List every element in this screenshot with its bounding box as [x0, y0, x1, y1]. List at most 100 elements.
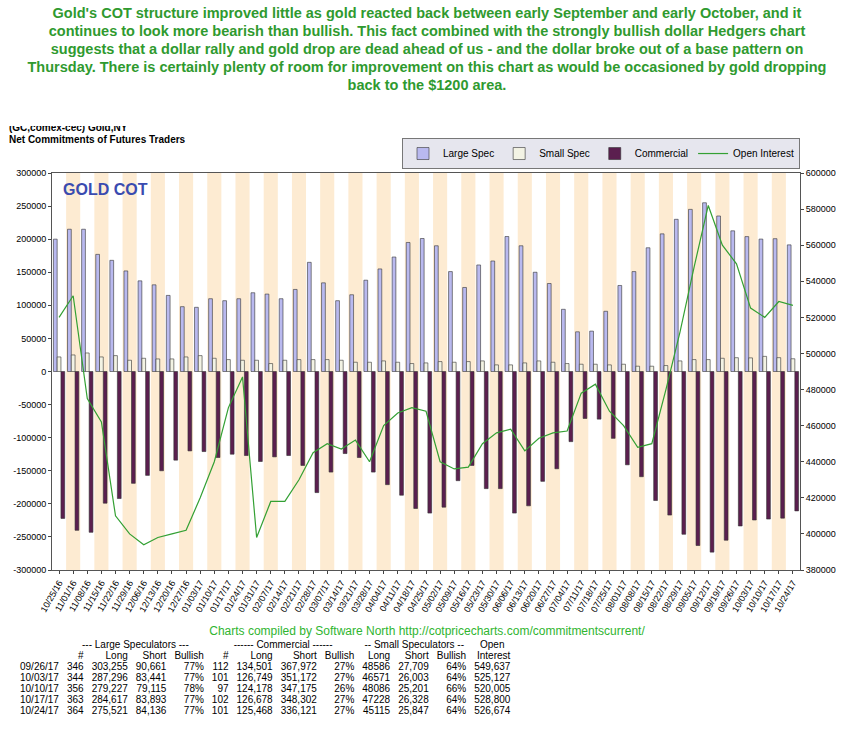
- svg-text:01/10/17: 01/10/17: [194, 579, 220, 614]
- svg-text:08/15/17: 08/15/17: [631, 579, 657, 614]
- svg-text:06/20/17: 06/20/17: [518, 579, 544, 614]
- svg-text:05/02/17: 05/02/17: [420, 579, 446, 614]
- svg-text:560000: 560000: [806, 240, 836, 250]
- svg-text:11/15/16: 11/15/16: [81, 579, 107, 614]
- svg-text:-100000: -100000: [13, 433, 46, 443]
- svg-text:09/05/17: 09/05/17: [674, 579, 700, 614]
- svg-text:06/06/17: 06/06/17: [490, 579, 516, 614]
- svg-text:11/01/16: 11/01/16: [53, 579, 79, 614]
- svg-text:09/12/17: 09/12/17: [688, 579, 714, 614]
- svg-text:11/08/16: 11/08/16: [67, 579, 93, 614]
- svg-text:06/13/17: 06/13/17: [504, 579, 530, 614]
- svg-text:12/20/16: 12/20/16: [151, 579, 177, 614]
- svg-text:01/31/17: 01/31/17: [236, 579, 262, 614]
- svg-text:03/28/17: 03/28/17: [349, 579, 375, 614]
- svg-text:10/03/17: 10/03/17: [730, 579, 756, 614]
- svg-text:520000: 520000: [806, 313, 836, 323]
- svg-text:50000: 50000: [21, 334, 46, 344]
- svg-text:300000: 300000: [16, 168, 46, 178]
- svg-text:07/04/17: 07/04/17: [547, 579, 573, 614]
- html-text:Long: Long: [367, 650, 391, 661]
- svg-text:08/29/17: 08/29/17: [659, 579, 685, 614]
- svg-text:200000: 200000: [16, 234, 46, 244]
- svg-text:380000: 380000: [806, 565, 836, 575]
- svg-text:01/17/17: 01/17/17: [208, 579, 234, 614]
- svg-text:02/07/17: 02/07/17: [250, 579, 276, 614]
- svg-text:04/18/17: 04/18/17: [391, 579, 417, 614]
- svg-text:11/22/16: 11/22/16: [95, 579, 121, 614]
- svg-text:Commercial: Commercial: [635, 148, 688, 159]
- svg-text:Small Spec: Small Spec: [539, 148, 590, 159]
- html-text:Short: Short: [142, 650, 167, 661]
- svg-text:150000: 150000: [16, 267, 46, 277]
- svg-text:09/26/17: 09/26/17: [716, 579, 742, 614]
- svg-text:100000: 100000: [16, 300, 46, 310]
- svg-text:09/19/17: 09/19/17: [702, 579, 728, 614]
- svg-text:Large Spec: Large Spec: [443, 148, 494, 159]
- svg-text:540000: 540000: [806, 276, 836, 286]
- svg-text:05/30/17: 05/30/17: [476, 579, 502, 614]
- svg-text:12/13/16: 12/13/16: [137, 579, 163, 614]
- svg-text:-200000: -200000: [13, 499, 46, 509]
- svg-text:10/24/17: 10/24/17: [772, 579, 798, 614]
- svg-text:08/01/17: 08/01/17: [603, 579, 629, 614]
- svg-text:08/08/17: 08/08/17: [617, 579, 643, 614]
- svg-text:03/14/17: 03/14/17: [321, 579, 347, 614]
- svg-text:01/03/17: 01/03/17: [180, 579, 206, 614]
- html-text:Open: Open: [480, 639, 505, 650]
- svg-text:440000: 440000: [806, 457, 836, 467]
- html-text:Charts compiled by Software No: Charts compiled by Software North http:/…: [209, 624, 645, 638]
- svg-text:05/16/17: 05/16/17: [448, 579, 474, 614]
- html-text:------ Commercial ------: ------ Commercial ------: [233, 639, 333, 650]
- svg-text:10/25/16: 10/25/16: [39, 579, 65, 614]
- html-text:Bullish: Bullish: [174, 650, 204, 661]
- svg-text:GOLD COT: GOLD COT: [63, 181, 148, 198]
- html-text:Bullish: Bullish: [324, 650, 355, 661]
- svg-text:-50000: -50000: [18, 400, 46, 410]
- svg-text:03/07/17: 03/07/17: [307, 579, 333, 614]
- svg-text:460000: 460000: [806, 421, 836, 431]
- svg-text:480000: 480000: [806, 385, 836, 395]
- svg-text:01/24/17: 01/24/17: [222, 579, 248, 614]
- html-text:Long: Long: [105, 650, 128, 661]
- html-text:--- Large Speculators ---: --- Large Speculators ---: [82, 639, 189, 650]
- html-text:-- Small Speculators --: -- Small Speculators --: [364, 639, 464, 650]
- svg-text:12/27/16: 12/27/16: [166, 579, 192, 614]
- svg-text:420000: 420000: [806, 493, 836, 503]
- svg-text:06/27/17: 06/27/17: [532, 579, 558, 614]
- html-text:Long: Long: [250, 650, 273, 661]
- html-text:Short: Short: [404, 650, 429, 661]
- svg-text:08/22/17: 08/22/17: [645, 579, 671, 614]
- svg-text:Net Commitments of Futures Tra: Net Commitments of Futures Traders: [9, 134, 186, 145]
- html-text:Bullish: Bullish: [436, 650, 467, 661]
- svg-text:04/25/17: 04/25/17: [405, 579, 431, 614]
- svg-text:(GC,comex-cec) Gold,NY: (GC,comex-cec) Gold,NY: [9, 126, 128, 133]
- svg-text:07/11/17: 07/11/17: [561, 579, 587, 614]
- svg-text:05/23/17: 05/23/17: [462, 579, 488, 614]
- svg-text:10/10/17: 10/10/17: [744, 579, 770, 614]
- svg-text:05/09/17: 05/09/17: [434, 579, 460, 614]
- svg-text:-300000: -300000: [13, 565, 46, 575]
- svg-text:07/18/17: 07/18/17: [575, 579, 601, 614]
- svg-text:12/06/16: 12/06/16: [123, 579, 149, 614]
- svg-text:500000: 500000: [806, 349, 836, 359]
- svg-text:02/28/17: 02/28/17: [293, 579, 319, 614]
- svg-text:0: 0: [41, 367, 46, 377]
- svg-text:04/11/17: 04/11/17: [378, 579, 404, 614]
- svg-text:03/21/17: 03/21/17: [335, 579, 361, 614]
- svg-text:07/25/17: 07/25/17: [589, 579, 615, 614]
- svg-text:02/14/17: 02/14/17: [264, 579, 290, 614]
- svg-text:02/21/17: 02/21/17: [278, 579, 304, 614]
- html-text:Gold's COT structure improved: Gold's COT structure improved little as …: [27, 5, 827, 93]
- svg-text:250000: 250000: [16, 201, 46, 211]
- svg-text:580000: 580000: [806, 204, 836, 214]
- svg-text:04/04/17: 04/04/17: [363, 579, 389, 614]
- svg-text:10/17/17: 10/17/17: [758, 579, 784, 614]
- svg-text:-250000: -250000: [13, 532, 46, 542]
- svg-text:600000: 600000: [806, 168, 836, 178]
- html-text:Short: Short: [292, 650, 317, 661]
- svg-text:11/29/16: 11/29/16: [109, 579, 135, 614]
- svg-text:-150000: -150000: [13, 466, 46, 476]
- svg-text:400000: 400000: [806, 529, 836, 539]
- svg-text:Open Interest: Open Interest: [733, 148, 794, 159]
